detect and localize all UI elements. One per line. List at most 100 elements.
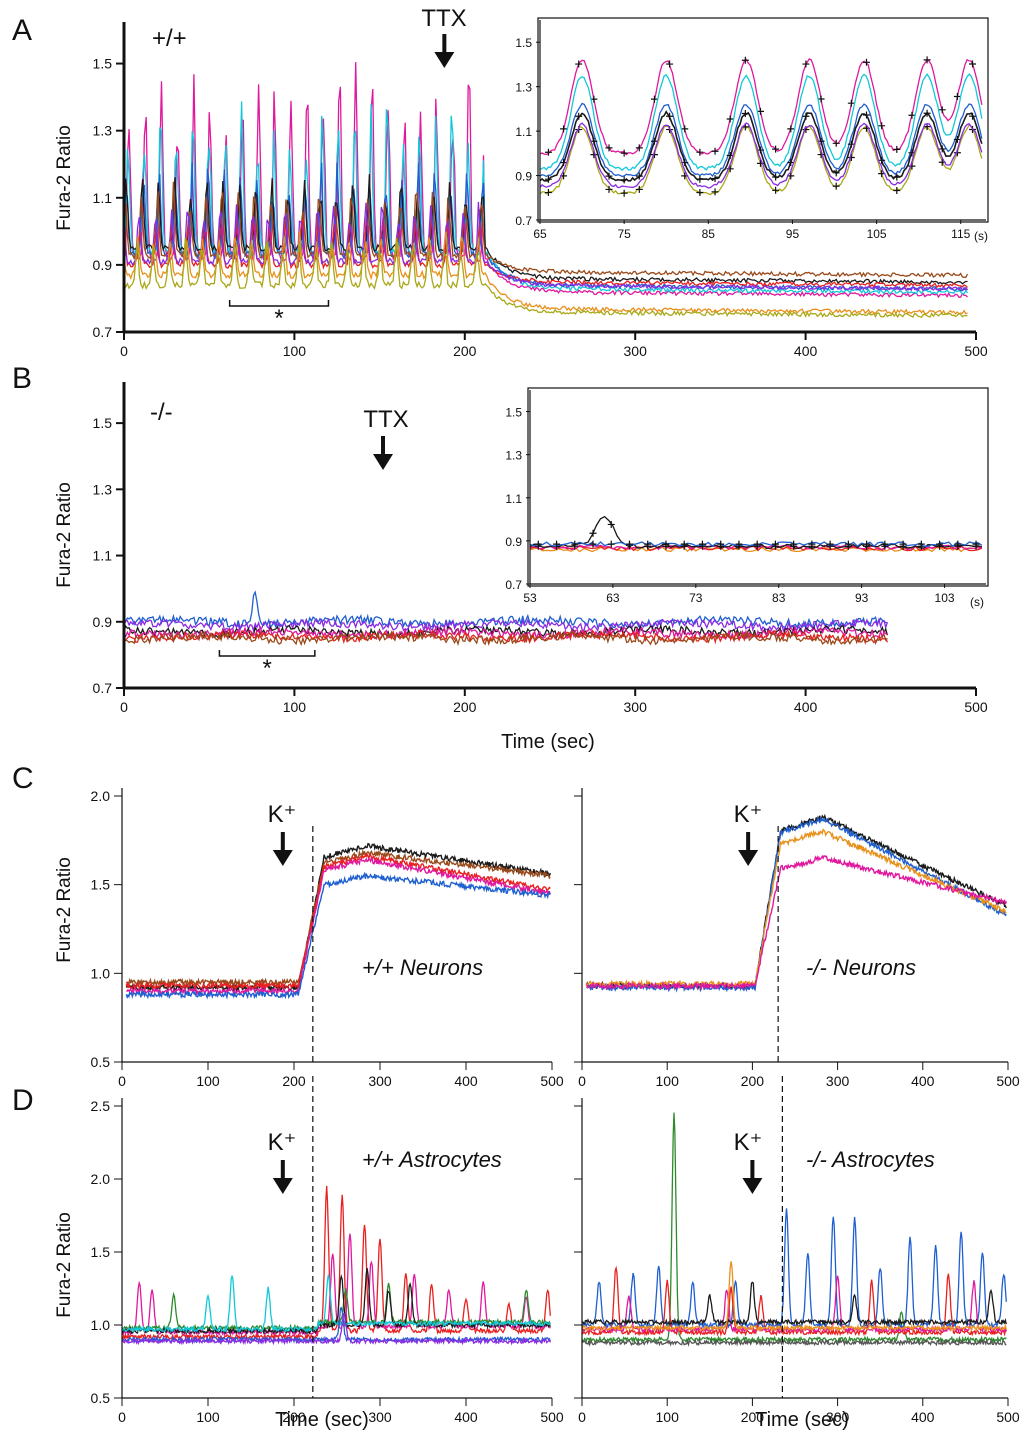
panel-b-inset-point — [644, 540, 652, 548]
panel-b-inset-traces — [529, 515, 983, 553]
panel-d-right-condition: -/- Astrocytes — [806, 1147, 935, 1172]
panel-c-right-traces — [585, 813, 1007, 993]
panel-c-right-xtick-label: 400 — [911, 1073, 935, 1089]
panel-a-inset-axes: 65 75 85 95 105 115 0.7 0.9 1.1 1.3 1.5 — [515, 20, 986, 241]
panel-a-inset-point — [847, 154, 855, 162]
panel-a-xtick-label: 500 — [964, 343, 988, 359]
panel-a-inset-point — [650, 95, 658, 103]
panel-d-right-xtick-label: 400 — [911, 1409, 935, 1425]
panel-a-marks: * — [228, 34, 455, 332]
panel-b-ytick-label: 0.9 — [93, 614, 113, 630]
panel-a-series-line — [123, 174, 968, 285]
panel-a-inset-point — [635, 172, 643, 180]
panel-d-left-xtick-label: 300 — [368, 1409, 392, 1425]
panel-c-right-xtick-label: 200 — [741, 1073, 765, 1089]
panel-a-inset-point — [893, 173, 901, 181]
panel-c-left-series-line — [126, 856, 551, 997]
panel-b-inset-chart: 53 63 73 83 93 103 0.7 0.9 1.1 1.3 1.5 (s) — [505, 387, 989, 609]
panel-b-xlabel: Time (sec) — [501, 731, 595, 753]
panel-a-inset-point — [560, 125, 568, 133]
panel-a-inset-point — [772, 145, 780, 153]
panel-d-left-ytick-label: 0.5 — [91, 1390, 111, 1406]
panel-d-left-series-line — [121, 1313, 551, 1346]
panel-a-inset-point — [787, 125, 795, 133]
panel-b-inset-xtick-label: 103 — [935, 591, 955, 605]
panel-a-chart: Fura-2 Ratio +/+ TTX 0 100 200 300 400 500 0.7… — [54, 5, 988, 359]
panel-c-right-xtick-label: 0 — [578, 1073, 586, 1089]
panel-b-inset-point — [662, 540, 670, 548]
panel-a-inset-point — [711, 188, 719, 196]
panel-c-right-series-line — [585, 828, 1007, 989]
panel-a-inset-point — [696, 148, 704, 156]
panel-d-right-xtick-label: 500 — [996, 1409, 1020, 1425]
panel-b-series-line — [123, 629, 888, 647]
panel-b-ytick-label: 1.3 — [93, 481, 113, 497]
panel-a-inset-xtick-label: 105 — [867, 227, 887, 241]
panel-c-left-ytick-label: 2.0 — [91, 788, 111, 804]
panel-a-inset-point — [878, 156, 886, 164]
panel-b-inset-point — [972, 540, 980, 548]
panel-b-bracket — [218, 650, 316, 657]
panel-c-right-series-line — [585, 813, 1007, 991]
panel-c-right-marks — [738, 826, 779, 1062]
panel-d-ylabel: Fura-2 Ratio — [54, 1212, 75, 1318]
panel-a-ytick-label: 1.1 — [93, 190, 113, 206]
panel-b-inset-point — [917, 540, 925, 548]
panel-c-left-xtick-label: 300 — [368, 1073, 392, 1089]
panel-b-inset-point — [553, 540, 561, 548]
panel-a-inset-point — [938, 145, 946, 153]
panel-b-inset-ytick-label: 0.9 — [505, 535, 522, 549]
panel-b-inset-point — [954, 540, 962, 548]
panel-a-inset-ytick-label: 1.5 — [515, 36, 532, 50]
panel-a-xtick-label: 100 — [283, 343, 307, 359]
panel-a-inset-point — [544, 175, 552, 183]
panel-a-inset-chart: 65 75 85 95 105 115 0.7 0.9 1.1 1.3 1.5 (s) — [515, 17, 989, 243]
panel-b-inset-point — [735, 540, 743, 548]
panel-d-right-xtick-label: 100 — [656, 1409, 680, 1425]
panel-b-inset-xtick-label: 73 — [689, 591, 703, 605]
panel-a-inset-point — [878, 122, 886, 130]
panel-a-xtick-label: 200 — [453, 343, 477, 359]
panel-c-right-chart: -/- Neurons K⁺ 0 100 200 300 400 500 — [574, 788, 1020, 1089]
panel-b-marks: * — [218, 436, 394, 682]
panel-d-left-chart: Fura-2 Ratio +/+ Astrocytes K⁺ Time (sec… — [54, 1076, 564, 1431]
panel-a-inset-ytick-label: 0.9 — [515, 170, 532, 184]
panel-b-inset-xtick-label: 83 — [772, 591, 786, 605]
panel-b-xtick-label: 500 — [964, 699, 988, 715]
panel-d-right-series-line — [581, 1261, 1007, 1333]
panel-b-traces — [123, 590, 889, 647]
panel-a-inset-point — [711, 147, 719, 155]
panel-c-left-ytick-label: 1.5 — [91, 877, 111, 893]
panel-b-inset-point — [534, 540, 542, 548]
panel-a-inset-point — [863, 111, 871, 119]
panel-b-inset-point — [771, 540, 779, 548]
panel-a-inset-xtick-label: 115 — [951, 227, 970, 241]
panel-c-right-xtick-label: 500 — [996, 1073, 1020, 1089]
panel-a-inset-point — [938, 106, 946, 114]
panel-c-left-xtick-label: 100 — [196, 1073, 220, 1089]
panel-a-ylabel: Fura-2 Ratio — [54, 125, 75, 231]
panel-d-right-xlabel: Time (sec) — [755, 1409, 849, 1431]
panel-c-right-xtick-label: 100 — [656, 1073, 680, 1089]
panel-c-right-series-line — [585, 815, 1007, 993]
panel-c-left-axes: 0 100 200 300 400 500 0.5 1.0 1.5 2.0 — [91, 788, 564, 1089]
panel-a-inset-point — [544, 148, 552, 156]
panel-b-inset-point — [826, 540, 834, 548]
panel-c-left-stim-arrow-head — [272, 850, 293, 866]
panel-a-inset-point — [560, 159, 568, 167]
panel-b-inset-point — [571, 540, 579, 548]
panel-a-inset-point — [620, 176, 628, 184]
panel-b-series-line — [123, 628, 888, 645]
panel-a-inset-point — [575, 112, 583, 120]
panel-a-inset-series-line — [539, 122, 983, 189]
panel-a-inset-point — [847, 99, 855, 107]
panel-d-left-xtick-label: 0 — [118, 1409, 126, 1425]
panel-b-inset-xtick-label: 63 — [606, 591, 620, 605]
panel-a-inset-point — [847, 140, 855, 148]
panel-b-inset-frame — [527, 387, 989, 587]
panel-a-inset-point — [575, 60, 583, 68]
panel-a-xtick-label: 400 — [794, 343, 818, 359]
panel-a-inset-point — [544, 189, 552, 197]
panel-b-inset-point — [753, 540, 761, 548]
